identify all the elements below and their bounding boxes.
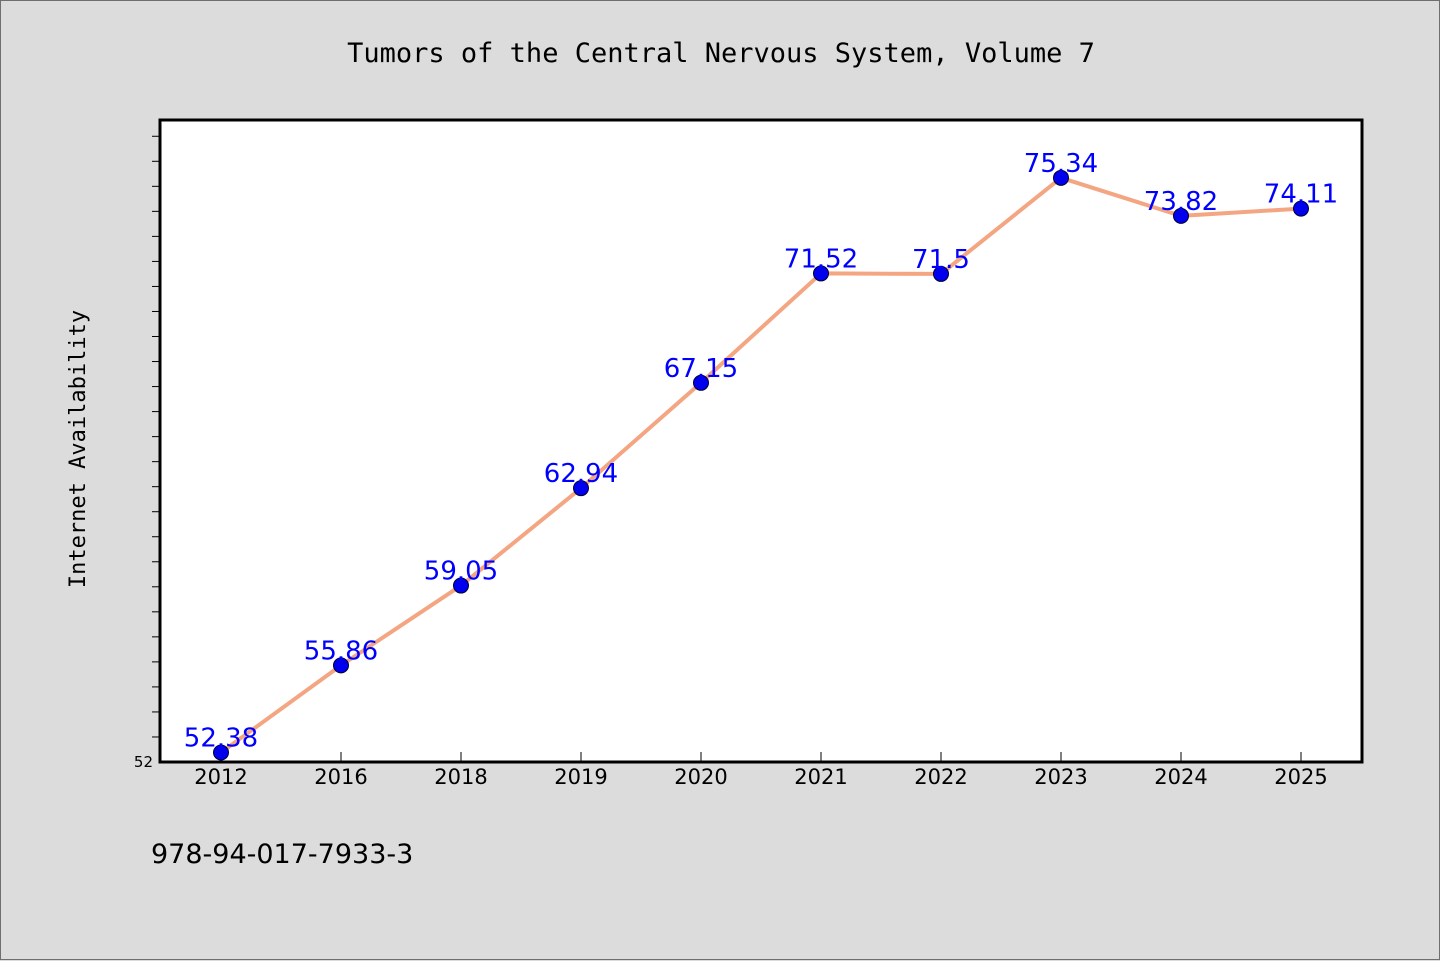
- data-labels: 52.38 55.86 59.05 62.94 67.15 71.52 71.5 75.34 7…: [184, 149, 1338, 754]
- data-points: [213, 169, 1309, 761]
- data-label: 71.52: [784, 244, 858, 274]
- data-label: 55.86: [304, 636, 378, 666]
- x-tick-label: 2020: [674, 765, 727, 789]
- data-label: 71.5: [912, 245, 970, 275]
- x-tick-label: 2024: [1154, 765, 1207, 789]
- plot-area: [158, 118, 1364, 764]
- x-tick-label: 2019: [554, 765, 607, 789]
- x-axis-tick-labels: 2012 2016 2018 2019 2020 2021 2022 2023 2024 2025: [194, 765, 1327, 789]
- data-label: 59.05: [424, 557, 498, 587]
- y-axis-label: Internet Availability: [66, 310, 91, 588]
- data-point: [453, 577, 469, 594]
- x-tick-label: 2022: [914, 765, 967, 789]
- y-tick-label: 52: [134, 753, 153, 771]
- series-line: [219, 175, 1302, 755]
- data-point: [213, 744, 229, 761]
- data-point: [813, 265, 829, 282]
- data-point: [1293, 200, 1309, 217]
- data-label: 67.15: [664, 354, 738, 384]
- x-tick-label: 2012: [194, 765, 247, 789]
- data-label: 52.38: [184, 723, 258, 753]
- data-label: 74.11: [1264, 180, 1338, 210]
- x-tick-label: 2018: [434, 765, 487, 789]
- x-tick-label: 2025: [1274, 765, 1327, 789]
- x-tick-label: 2023: [1034, 765, 1087, 789]
- data-point: [333, 657, 349, 674]
- x-tick-label: 2021: [794, 765, 847, 789]
- y-axis-ticks: [152, 135, 160, 738]
- isbn-footnote: 978-94-017-7933-3: [151, 839, 413, 870]
- data-point: [1053, 169, 1069, 186]
- data-label: 62.94: [544, 459, 618, 489]
- data-point: [933, 265, 949, 282]
- data-point: [573, 480, 589, 497]
- data-label: 75.34: [1024, 149, 1098, 179]
- data-point: [1173, 207, 1189, 224]
- chart-title: Tumors of the Central Nervous System, Vo…: [347, 38, 1095, 69]
- x-tick-label: 2016: [314, 765, 367, 789]
- data-label: 73.82: [1144, 187, 1218, 217]
- data-point: [693, 374, 709, 391]
